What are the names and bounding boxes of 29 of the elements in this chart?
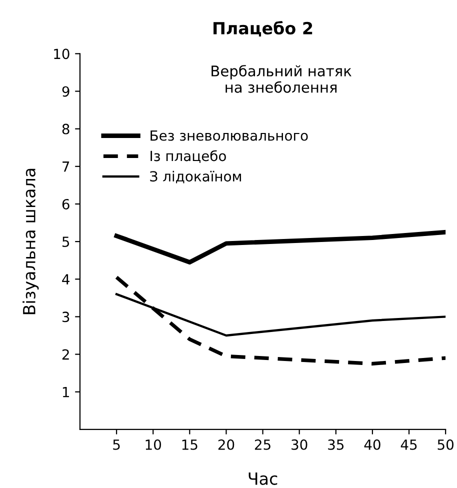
x-tick-label: 40 <box>364 439 380 450</box>
x-tick-label: 50 <box>438 439 454 450</box>
line-series <box>114 230 446 264</box>
y-tick-label: 2 <box>62 349 69 360</box>
y-tick-label: 4 <box>62 274 70 284</box>
y-tick-label: 9 <box>62 86 70 97</box>
chart-title: Плацебо 2 <box>214 21 312 37</box>
legend-label: Без зневолювального <box>150 130 308 141</box>
x-tick-label: 10 <box>146 439 162 450</box>
annotation: Вербальний натяк на знеболення <box>212 64 352 93</box>
y-tick-label: 8 <box>62 124 70 134</box>
x-tick-label: 25 <box>254 439 270 450</box>
y-tick-label: 5 <box>62 236 70 248</box>
y-tick-label: 7 <box>62 162 70 172</box>
y-tick-label: 10 <box>54 48 70 60</box>
x-tick-label: 30 <box>292 439 308 450</box>
x-tick-label: 15 <box>182 440 198 450</box>
y-tick-label: 6 <box>62 198 70 210</box>
y-tick-label: 1 <box>62 387 69 398</box>
y-tick-label: 3 <box>62 312 70 322</box>
x-axis-title: Час <box>248 472 278 485</box>
x-tick-label: 45 <box>400 440 417 450</box>
x-tick-label: 35 <box>328 439 344 450</box>
legend-label: Із плацебо <box>150 150 226 163</box>
legend-label: З лідокаїном <box>150 170 241 184</box>
y-axis-title: Візуальна шкала <box>22 168 39 314</box>
line-series <box>114 275 446 366</box>
x-tick-label: 5 <box>113 440 120 450</box>
x-tick-label: 20 <box>218 439 234 450</box>
